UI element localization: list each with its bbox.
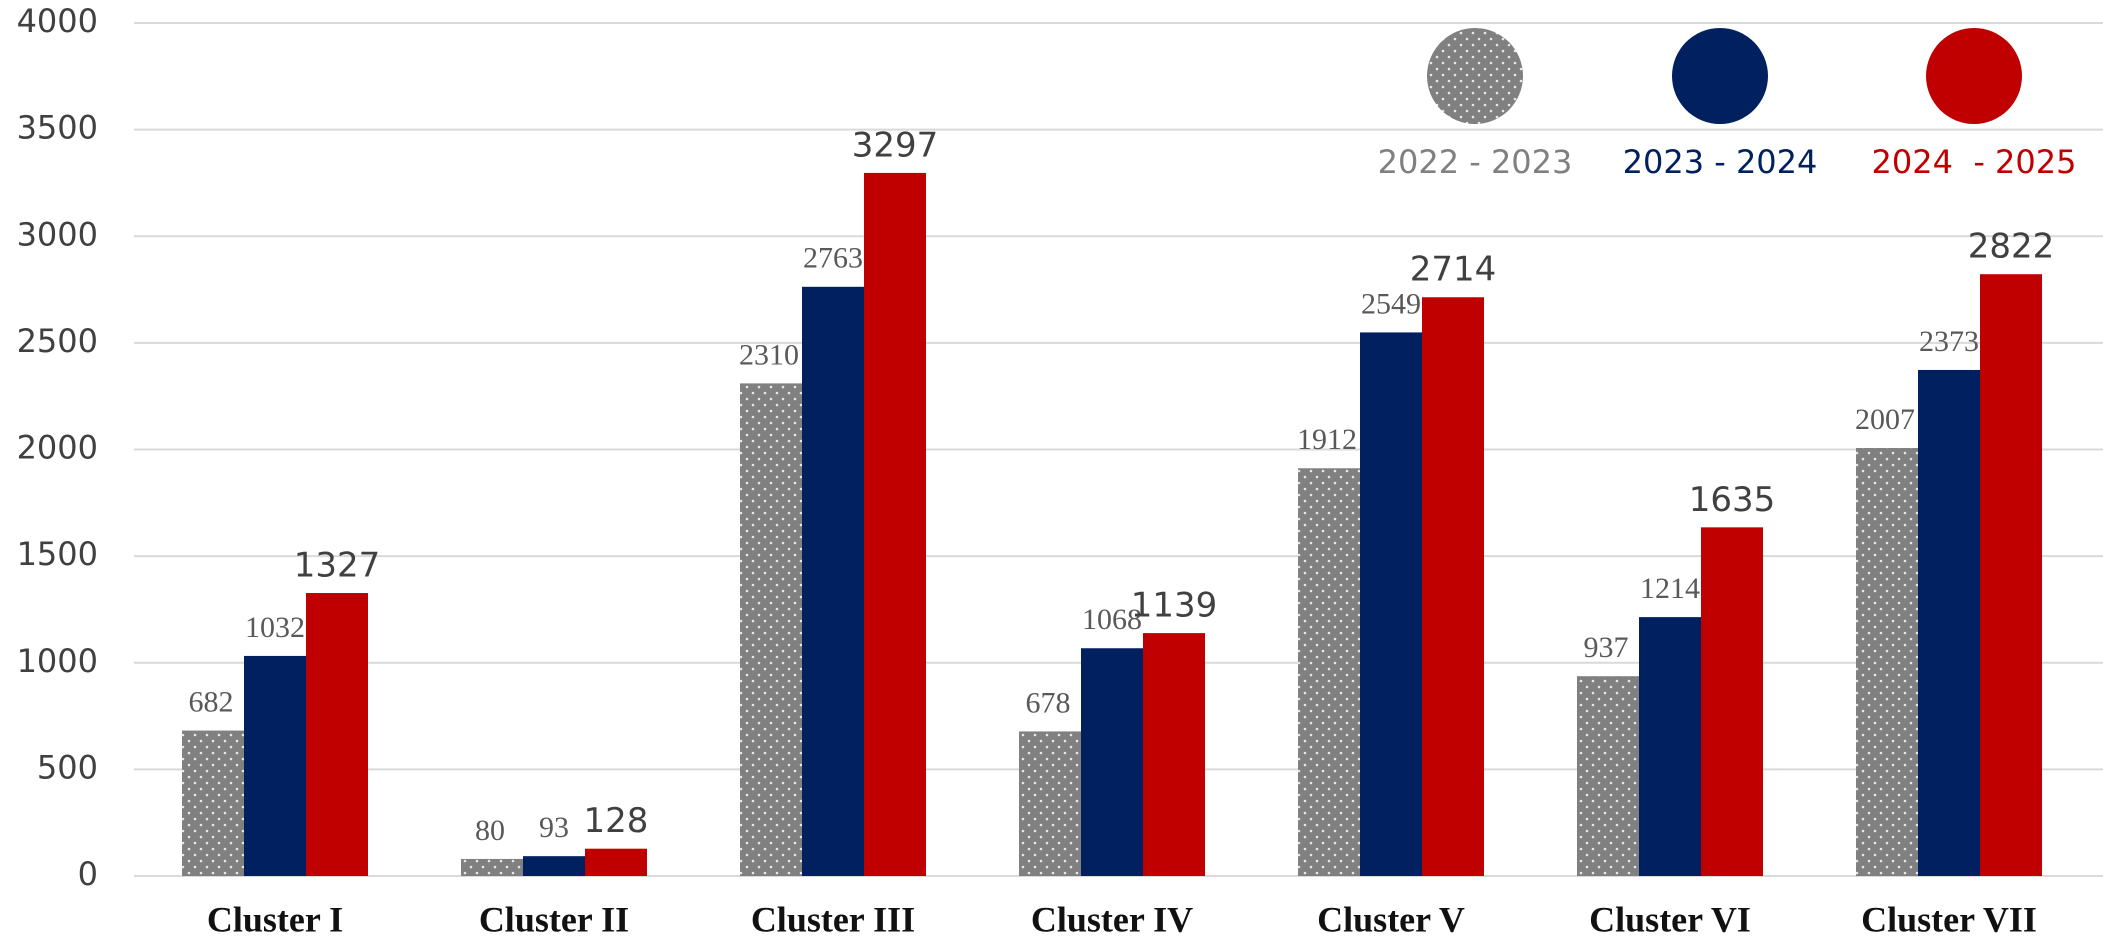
value-label: 93 <box>539 811 569 844</box>
bar <box>1701 527 1763 876</box>
x-tick-label: Cluster IV <box>1031 899 1193 939</box>
bar <box>1422 297 1484 876</box>
x-tick-label: Cluster I <box>207 899 343 939</box>
y-tick-label: 3500 <box>17 109 98 147</box>
bar <box>1019 731 1081 876</box>
value-label: 2007 <box>1855 403 1915 436</box>
value-label: 2549 <box>1361 287 1421 320</box>
bar <box>182 730 244 876</box>
y-tick-label: 500 <box>37 748 98 786</box>
legend-label: 2024 - 2025 <box>1872 143 2077 181</box>
bar <box>1081 648 1143 876</box>
bar <box>1918 369 1980 876</box>
bar <box>1298 468 1360 876</box>
bar <box>244 655 306 876</box>
value-label: 128 <box>584 801 649 841</box>
bar <box>1360 332 1422 876</box>
value-label: 1327 <box>294 546 381 586</box>
bar <box>1980 274 2042 876</box>
value-label: 1635 <box>1689 480 1776 520</box>
y-tick-label: 2000 <box>17 429 98 467</box>
value-label: 1032 <box>245 611 305 644</box>
value-label: 678 <box>1026 686 1071 719</box>
value-label: 1214 <box>1640 572 1700 605</box>
x-tick-label: Cluster III <box>751 899 915 939</box>
value-label: 937 <box>1584 631 1629 664</box>
bar <box>461 858 523 876</box>
value-label: 1068 <box>1082 603 1142 636</box>
x-tick-label: Cluster II <box>479 899 629 939</box>
value-label: 1912 <box>1297 423 1357 456</box>
y-tick-label: 3000 <box>17 215 98 253</box>
value-label: 2714 <box>1410 250 1497 290</box>
y-tick-label: 1500 <box>17 535 98 573</box>
x-tick-label: Cluster VII <box>1861 899 2037 939</box>
bar <box>1856 448 1918 876</box>
bar <box>740 383 802 876</box>
x-tick-label: Cluster VI <box>1589 899 1751 939</box>
y-tick-label: 4000 <box>17 2 98 40</box>
value-label: 2373 <box>1919 325 1979 358</box>
legend-swatch <box>1672 28 1768 124</box>
value-label: 2763 <box>803 242 863 275</box>
bar <box>523 856 585 876</box>
bar <box>1577 676 1639 876</box>
value-label: 2822 <box>1968 227 2055 267</box>
y-tick-label: 2500 <box>17 322 98 360</box>
y-tick-label: 1000 <box>17 642 98 680</box>
bar <box>1639 617 1701 876</box>
value-label: 80 <box>475 814 505 847</box>
value-label: 682 <box>189 685 234 718</box>
value-label: 2310 <box>739 338 799 371</box>
bar <box>1143 633 1205 876</box>
x-tick-label: Cluster V <box>1317 899 1465 939</box>
legend-swatch <box>1427 28 1523 124</box>
legend-label: 2023 - 2024 <box>1623 143 1818 181</box>
legend-label: 2022 - 2023 <box>1378 143 1573 181</box>
value-label: 3297 <box>852 125 939 165</box>
value-label: 1139 <box>1131 586 1218 626</box>
legend-swatch <box>1926 28 2022 124</box>
y-tick-label: 0 <box>78 855 98 893</box>
bar <box>585 848 647 876</box>
bar <box>802 286 864 876</box>
bar <box>306 593 368 876</box>
bar <box>864 172 926 877</box>
